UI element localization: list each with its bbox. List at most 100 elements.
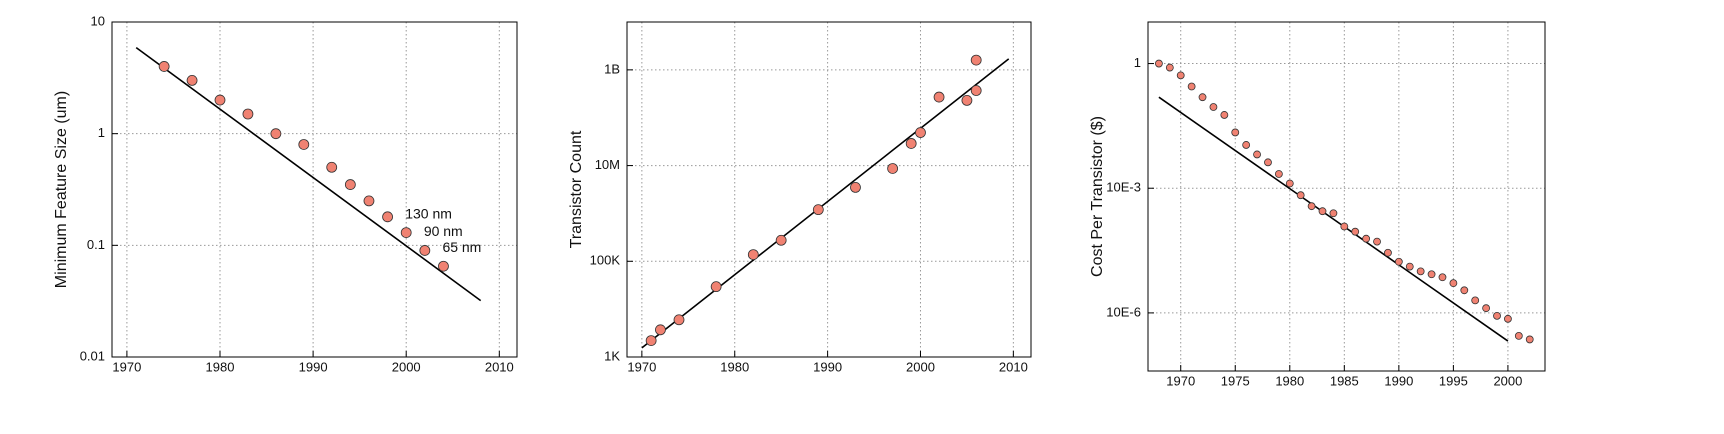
x-tick-label: 2000	[1493, 373, 1522, 388]
data-point	[1525, 335, 1534, 344]
trend-line	[1158, 96, 1509, 342]
data-point	[1264, 158, 1272, 167]
data-point	[1504, 314, 1512, 323]
data-point	[887, 163, 899, 174]
data-point	[961, 95, 973, 106]
data-point	[1351, 227, 1360, 236]
data-point	[933, 91, 945, 103]
y-tick-label: 10E-3	[1106, 180, 1141, 195]
x-tick-label: 2000	[906, 359, 935, 374]
y-tick-label: 0.1	[87, 237, 105, 252]
data-point	[326, 161, 338, 173]
data-point	[655, 324, 666, 336]
data-point	[214, 94, 226, 106]
data-point	[970, 54, 982, 66]
x-tick-label: 2000	[392, 359, 421, 374]
x-tick-label: 1990	[813, 359, 842, 374]
data-point	[1340, 222, 1349, 231]
y-tick-label: 1	[98, 125, 105, 140]
data-point	[1198, 93, 1207, 102]
data-point	[1274, 170, 1283, 178]
data-point	[1384, 248, 1392, 257]
x-tick-label: 1980	[720, 359, 749, 374]
data-point	[242, 108, 254, 120]
x-tick-label: 2010	[999, 359, 1028, 374]
data-point	[1318, 207, 1327, 216]
data-point	[1231, 128, 1240, 137]
data-point	[1405, 262, 1414, 271]
data-point	[1471, 296, 1480, 305]
data-point	[363, 195, 375, 207]
data-point	[1394, 257, 1403, 266]
data-point	[344, 179, 356, 190]
data-point	[1242, 141, 1251, 149]
data-point	[915, 127, 926, 138]
y-tick-label: 10	[91, 13, 105, 28]
data-point	[1176, 71, 1185, 80]
data-point	[1165, 63, 1174, 72]
data-point	[970, 85, 982, 96]
annotation: 130 nm	[405, 205, 452, 221]
plot-frame	[111, 21, 518, 358]
x-tick-label: 1975	[1221, 373, 1250, 388]
data-point	[298, 139, 310, 150]
y-tick-label: 1	[1134, 55, 1141, 70]
data-point	[1296, 191, 1305, 200]
data-point	[1285, 179, 1294, 188]
subplot: 1970 1975 1980 1985 1990 1995 2000 1 10E-3 10E-6 C…	[1089, 21, 1546, 388]
plot-frame	[1147, 21, 1546, 372]
data-point	[186, 74, 198, 86]
data-point	[1253, 150, 1261, 159]
x-tick-label: 1970	[1166, 373, 1195, 388]
data-point	[1416, 267, 1425, 276]
trend-line	[135, 46, 482, 302]
x-tick-label: 1970	[627, 359, 656, 374]
data-point	[1209, 103, 1218, 111]
data-point	[1460, 286, 1469, 295]
data-point	[1187, 82, 1196, 91]
annotation: 90 nm	[424, 223, 463, 239]
data-point	[1514, 331, 1523, 340]
data-point	[1362, 234, 1371, 243]
x-tick-label: 1970	[112, 359, 141, 374]
y-tick-label: 10E-6	[1106, 304, 1141, 319]
data-point	[1329, 209, 1338, 218]
data-point	[1449, 279, 1458, 288]
annotation: 65 nm	[442, 239, 481, 255]
data-point	[1427, 270, 1436, 279]
plot-frame	[626, 21, 1032, 358]
y-tick-label: 100K	[590, 253, 621, 268]
data-point	[905, 138, 917, 149]
y-axis-title: Cost Per Transistor ($)	[1089, 116, 1106, 277]
subplot: 1970 1980 1990 2000 2010 1K 100K 10M 1B Transisto…	[568, 21, 1032, 374]
x-tick-label: 1990	[299, 359, 328, 374]
data-point	[419, 245, 431, 256]
y-tick-label: 0.01	[80, 348, 105, 363]
x-tick-label: 1980	[1275, 373, 1304, 388]
y-axis-title: Transistor Count	[568, 130, 585, 248]
data-point	[270, 128, 282, 140]
data-point	[645, 335, 657, 347]
data-point	[438, 260, 449, 272]
data-point	[382, 211, 393, 223]
x-tick-label: 1985	[1330, 373, 1359, 388]
x-tick-label: 1980	[206, 359, 235, 374]
x-tick-label: 2010	[485, 359, 514, 374]
y-tick-label: 1K	[604, 348, 620, 363]
trend-line	[641, 58, 1010, 349]
data-point	[673, 314, 685, 326]
data-point	[812, 204, 824, 216]
data-point	[850, 181, 861, 193]
x-tick-label: 1990	[1384, 373, 1413, 388]
data-point	[747, 249, 759, 260]
data-point	[1482, 304, 1491, 313]
data-point	[1438, 273, 1447, 282]
data-point	[1220, 111, 1229, 119]
data-point	[158, 61, 170, 72]
data-point	[775, 234, 787, 246]
data-point	[1155, 59, 1163, 68]
data-point	[1373, 237, 1381, 246]
data-point	[1307, 202, 1316, 211]
data-point	[400, 227, 412, 239]
